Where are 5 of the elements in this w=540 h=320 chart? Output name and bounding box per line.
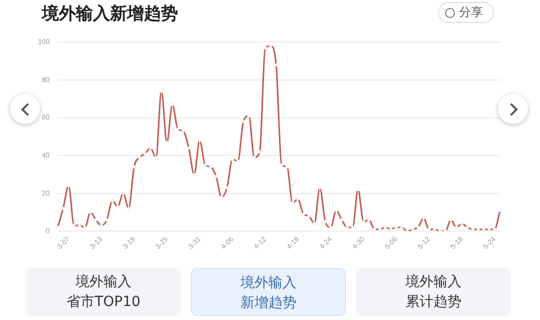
text: 分享 — [459, 4, 483, 21]
text: 境外输入累计趋势 — [356, 268, 511, 316]
chart-title: 境外输入新增趋势 — [42, 3, 178, 25]
text: 境外输入省市TOP10 — [26, 268, 181, 316]
text: 境外输入新增趋势 — [191, 268, 346, 316]
